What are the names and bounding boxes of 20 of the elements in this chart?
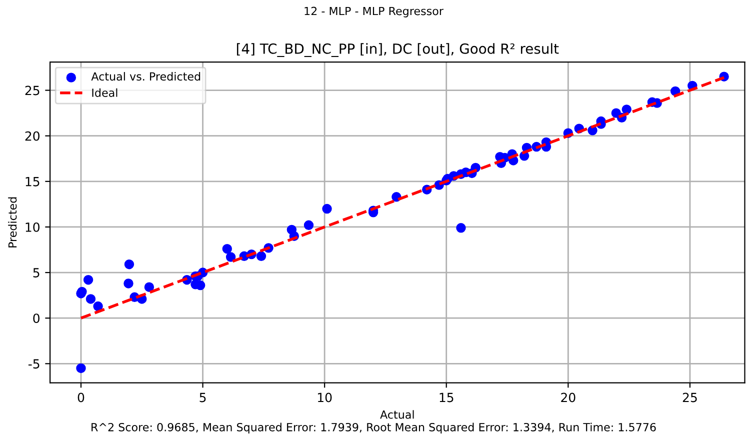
text: R^2 Score: 0.9685, Mean Squared Error: 1.7939, Root Mean Squared Error: 1.3394, Run Time: 1.5776 — [92, 422, 656, 434]
x-axis-title: Actual — [380, 410, 414, 419]
y-tick-label: 20 — [25, 131, 40, 141]
y-tick-label: 15 — [26, 177, 40, 186]
y-tick-label: 25 — [25, 86, 40, 96]
chart-subtitle: 12 - MLP - MLP Regressor — [304, 6, 444, 18]
x-tick-label: 15 — [440, 392, 454, 402]
x-tick-label: 10 — [318, 392, 332, 402]
x-tick-label: 5 — [200, 392, 206, 402]
legend-label: Actual vs. Predicted — [91, 72, 200, 81]
chart-title: [4] TC_BD_NC_PP [in], DC [out], Good R² result — [236, 43, 559, 57]
legend-label: Ideal — [92, 88, 118, 97]
y-axis-title: Predicted — [8, 197, 17, 248]
x-tick-label: 0 — [78, 392, 84, 402]
x-tick-label: 25 — [682, 392, 697, 402]
y-tick-label: 5 — [33, 268, 40, 278]
x-tick-label: 20 — [561, 392, 576, 402]
y-tick-label: 10 — [26, 222, 40, 232]
y-tick-label: -5 — [28, 359, 40, 369]
y-tick-label: 0 — [33, 314, 40, 324]
